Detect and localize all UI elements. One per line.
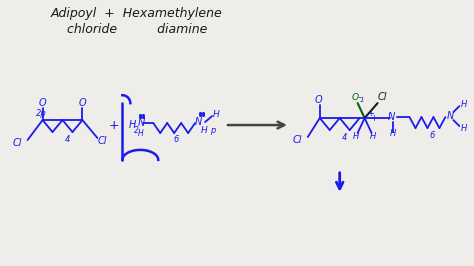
Text: H: H (390, 130, 396, 139)
Text: Cl: Cl (98, 136, 107, 146)
Text: N: N (388, 112, 395, 122)
Text: N: N (447, 111, 454, 121)
Text: H: H (370, 132, 376, 142)
Text: 4: 4 (342, 134, 347, 143)
Text: N: N (195, 117, 202, 127)
Text: chloride          diamine: chloride diamine (67, 23, 208, 36)
Text: 6: 6 (429, 131, 435, 140)
Text: +: + (366, 109, 374, 118)
Text: 2: 2 (134, 126, 139, 135)
Text: O: O (38, 98, 46, 108)
Text: H: H (460, 123, 466, 132)
Text: +: + (109, 119, 119, 132)
Text: Cl: Cl (378, 92, 387, 102)
Text: O: O (79, 98, 86, 108)
Text: +: + (370, 114, 377, 123)
Text: 2p: 2p (36, 109, 46, 118)
Text: 4: 4 (64, 135, 70, 144)
Text: N: N (137, 118, 145, 128)
Text: H: H (353, 132, 359, 142)
Text: H: H (128, 120, 136, 130)
Text: Cl: Cl (293, 135, 302, 145)
Text: H: H (460, 100, 466, 109)
Text: 1: 1 (360, 97, 364, 103)
Text: Adipoyl  +  Hexamethylene: Adipoyl + Hexamethylene (51, 7, 222, 20)
Text: H: H (213, 110, 220, 119)
Text: O: O (315, 95, 322, 105)
Text: Cl: Cl (13, 138, 22, 148)
Text: H: H (138, 128, 144, 138)
Text: 6: 6 (173, 135, 179, 144)
Text: p: p (210, 126, 216, 135)
Text: O-: O- (352, 93, 362, 102)
Text: H: H (201, 126, 208, 135)
